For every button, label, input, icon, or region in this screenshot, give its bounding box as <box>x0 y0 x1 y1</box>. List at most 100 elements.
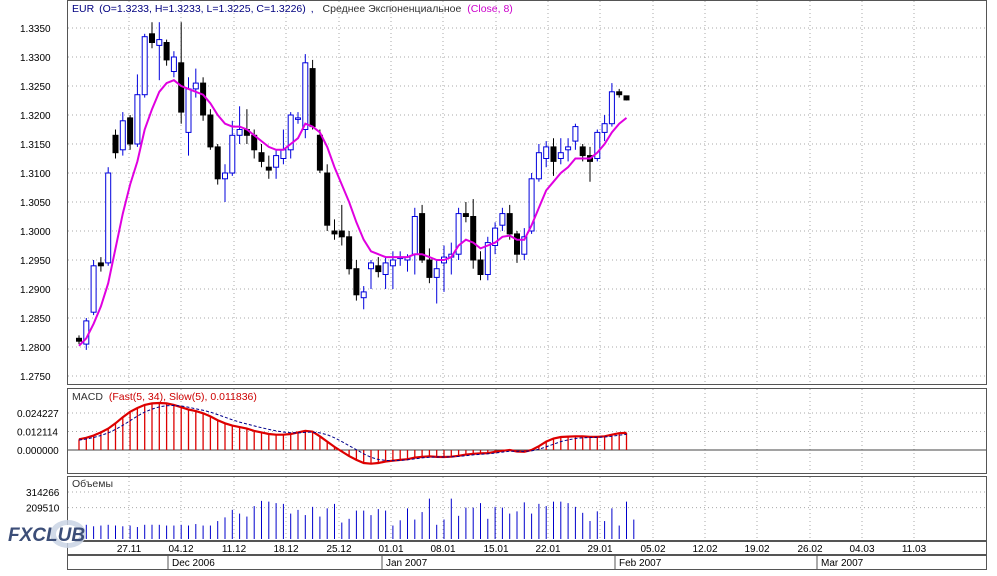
x-axis-labels: 27.11 04.12 11.12 18.12 25.12 01.01 08.01 15.01… <box>117 544 927 570</box>
price-tick-label: 1.3050 <box>20 198 51 209</box>
candle-body <box>134 94 141 145</box>
candle-body <box>258 152 265 162</box>
candle-body <box>170 56 177 72</box>
x-tick-label: 26.02 <box>797 544 822 555</box>
candle-body <box>470 216 477 261</box>
candle-body <box>287 114 294 151</box>
candle-body <box>616 91 623 96</box>
candle-body <box>601 123 608 133</box>
macd-grid: 0.024227 0.012114 0.000000 <box>17 389 986 473</box>
candle-body <box>295 117 301 120</box>
price-tick-label: 1.2900 <box>20 285 51 296</box>
price-y-axis: 1.3350 1.3300 1.3250 1.3200 1.3150 1.3100 1.30… <box>20 24 51 383</box>
x-tick-label: 04.12 <box>168 544 193 555</box>
candle-body <box>222 172 228 180</box>
candle-body <box>579 146 586 157</box>
candle-body <box>105 172 112 264</box>
candle-body <box>192 82 199 90</box>
price-tick-label: 1.3350 <box>20 24 51 35</box>
candle-body <box>265 166 272 171</box>
volume-bars <box>78 498 635 539</box>
candle-body <box>112 134 119 154</box>
candle-body <box>608 91 615 125</box>
candle-body <box>565 146 572 151</box>
macd-line <box>78 401 627 465</box>
month-label: Dec 2006 <box>172 558 215 569</box>
candlestick-series <box>76 22 630 350</box>
price-tick-label: 1.3150 <box>20 140 51 151</box>
candle-body <box>236 129 243 136</box>
macd-header: MACD (Fast(5, 34), Slow(5), 0.011836) <box>72 391 257 403</box>
x-tick-label: 19.02 <box>744 544 769 555</box>
month-axis-strip <box>67 555 987 570</box>
price-panel-frame <box>67 0 987 385</box>
volume-tick-label: 314266 <box>26 488 60 499</box>
ema-series <box>78 79 628 347</box>
candle-body <box>331 230 338 235</box>
price-header: EUR (O=1.3233, H=1.3233, L=1.3225, C=1.3… <box>72 3 513 15</box>
candle-body <box>543 146 550 159</box>
fxclub-logo-icon: FXCLUB <box>8 520 86 548</box>
price-tick-label: 1.3300 <box>20 53 51 64</box>
candle-body <box>360 291 367 299</box>
x-tick-label: 29.01 <box>587 544 612 555</box>
candle-body <box>273 155 280 168</box>
candle-body <box>280 149 287 160</box>
candle-body <box>572 126 579 142</box>
candle-body <box>623 95 630 101</box>
candle-body <box>462 213 469 218</box>
candle-body <box>76 337 82 342</box>
macd-tick-label: 0.024227 <box>17 409 59 420</box>
candle-body <box>535 152 542 180</box>
x-tick-label: 05.02 <box>640 544 665 555</box>
x-tick-label: 11.12 <box>222 544 247 555</box>
candle-body <box>484 242 491 276</box>
price-tick-label: 1.2850 <box>20 314 51 325</box>
price-tick-label: 1.2750 <box>20 372 51 383</box>
price-tick-label: 1.3250 <box>20 82 51 93</box>
candle-body <box>316 134 323 171</box>
price-tick-label: 1.2950 <box>20 256 51 267</box>
candle-body <box>375 265 382 273</box>
candle-body <box>419 213 426 261</box>
macd-tick-label: 0.000000 <box>17 446 59 457</box>
candle-body <box>557 152 564 159</box>
candle-body <box>90 265 97 313</box>
volume-panel-frame <box>67 476 987 541</box>
candle-body <box>594 131 601 159</box>
candle-body <box>382 262 389 275</box>
macd-tick-label: 0.012114 <box>17 428 58 439</box>
candle-body <box>411 216 418 255</box>
price-tick-label: 1.3200 <box>20 111 51 122</box>
candle-body <box>477 259 484 275</box>
candle-body <box>346 236 353 270</box>
x-tick-label: 25.12 <box>326 544 351 555</box>
x-tick-label: 11.03 <box>902 544 927 555</box>
fxclub-logo: FXCLUB <box>6 514 124 552</box>
candle-body <box>214 146 221 180</box>
volume-tick-label: 209510 <box>26 504 60 515</box>
candle-body <box>353 268 360 296</box>
price-tick-label: 1.3000 <box>20 227 51 238</box>
candle-body <box>426 259 433 278</box>
month-label: Jan 2007 <box>386 558 428 569</box>
candle-body <box>324 172 331 226</box>
candle-body <box>229 134 236 174</box>
candle-body <box>97 262 104 267</box>
candle-body <box>492 227 499 247</box>
candle-body <box>338 230 345 238</box>
candle-body <box>207 114 214 148</box>
candle-body <box>455 213 462 255</box>
candle-body <box>156 39 163 46</box>
candle-body <box>389 259 396 267</box>
x-tick-label: 01.01 <box>378 544 403 555</box>
candle-body <box>528 178 535 232</box>
ema-line <box>78 79 628 347</box>
volume-header: Объемы <box>72 478 113 490</box>
candle-body <box>309 68 316 128</box>
candle-body <box>141 36 148 96</box>
x-tick-label: 15.01 <box>483 544 508 555</box>
x-axis-strip <box>67 541 987 555</box>
